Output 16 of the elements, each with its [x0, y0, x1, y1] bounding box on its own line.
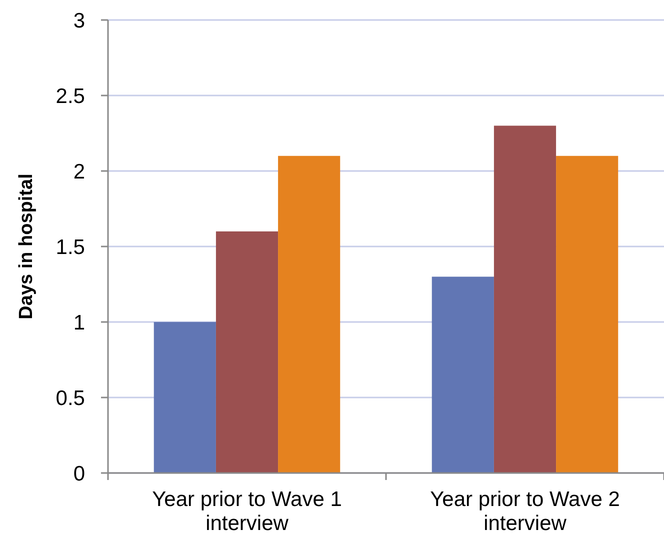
y-axis-title: Days in hospital [16, 174, 37, 320]
bar [556, 156, 618, 473]
bar [432, 276, 494, 473]
y-tick-label: 0.5 [56, 386, 85, 410]
x-tick-label: Year prior to Wave 1 interview [152, 488, 342, 535]
bar [216, 231, 278, 473]
bar [494, 126, 556, 473]
y-tick-label: 1.5 [56, 236, 85, 259]
y-tick-label: 2.5 [56, 84, 85, 108]
y-tick-label: 1 [73, 311, 85, 334]
bar [154, 322, 216, 473]
y-tick-label: 0 [73, 462, 85, 486]
y-tick-label: 3 [73, 9, 85, 32]
y-tick-label: 2 [73, 160, 85, 184]
bar [278, 156, 340, 473]
x-tick-label: Year prior to Wave 2 interview [430, 488, 620, 535]
